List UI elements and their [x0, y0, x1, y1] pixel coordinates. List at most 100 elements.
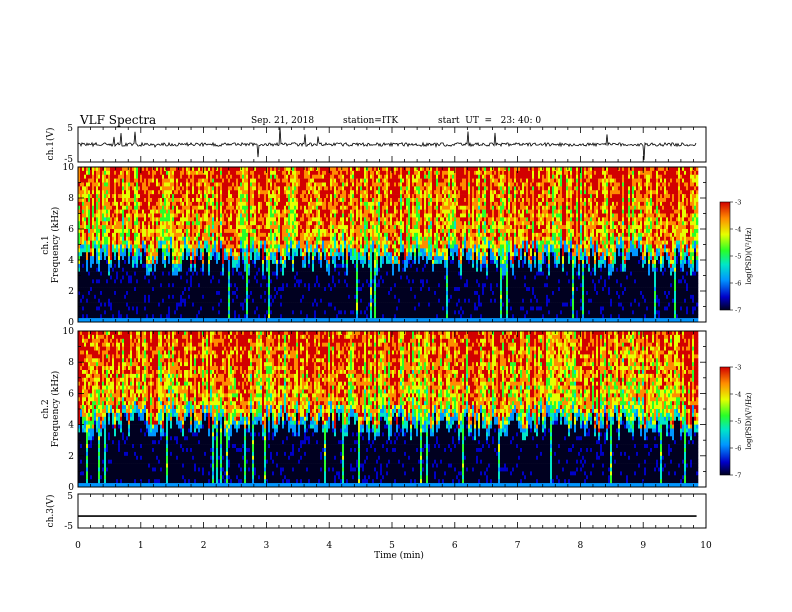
spectrogram-cell	[186, 182, 189, 187]
spectrogram-cell	[198, 174, 201, 179]
spectrogram-cell	[118, 182, 121, 187]
spectrogram-cell	[108, 291, 111, 296]
spectrogram-cell	[316, 232, 319, 238]
spectrogram-cell	[190, 217, 193, 222]
spectrogram-cell	[116, 178, 119, 183]
spectrogram-cell	[300, 205, 303, 210]
spectrogram-cell	[150, 236, 153, 241]
spectrogram-cell	[110, 256, 113, 261]
spectrogram-cell	[156, 232, 159, 238]
spectrogram-cell	[102, 186, 105, 191]
spectrogram-cell	[136, 201, 139, 207]
spectrogram-cell	[272, 174, 275, 179]
spectrogram-cell	[216, 283, 219, 288]
spectrogram-cell	[248, 225, 251, 230]
spectrogram-cell	[162, 205, 165, 210]
spectrogram-cell	[162, 256, 165, 261]
spectrogram-cell	[102, 256, 105, 261]
spectrogram-cell	[248, 240, 251, 245]
spectrogram-cell	[248, 209, 251, 214]
spectrogram-cell	[202, 182, 205, 187]
spectrogram-cell	[132, 298, 135, 303]
spectrogram-cell	[142, 260, 145, 265]
spectrogram-cell	[108, 167, 111, 172]
spectrogram-cell	[310, 225, 313, 230]
spectrogram-cell	[126, 205, 129, 210]
spectrogram-cell	[184, 279, 187, 284]
spectrogram-cell	[248, 217, 251, 222]
spectrogram-cell	[180, 213, 183, 218]
spectrogram-cell	[222, 267, 225, 272]
spectrogram-cell	[78, 283, 81, 288]
spectrogram-cell	[174, 318, 177, 323]
spectrogram-cell	[236, 283, 239, 288]
spectrogram-cell	[252, 283, 255, 288]
spectrogram-cell	[94, 190, 97, 195]
spectrogram-cell	[190, 244, 193, 249]
spectrogram-cell	[126, 209, 129, 214]
spectrogram-cell	[90, 279, 93, 284]
spectrogram-cell	[236, 244, 239, 249]
spectrogram-cell	[106, 217, 109, 222]
spectrogram-cell	[104, 302, 107, 307]
spectrogram-cell	[268, 256, 271, 261]
spectrogram-cell	[288, 314, 291, 319]
spectrogram-cell	[264, 263, 267, 269]
spectrogram-cell	[318, 256, 321, 261]
spectrogram-cell	[308, 213, 311, 218]
spectrogram-cell	[212, 225, 215, 230]
spectrogram-cell	[94, 167, 97, 172]
spectrogram-cell	[290, 198, 293, 203]
spectrogram-cell	[176, 170, 179, 176]
spectrogram-cell	[236, 314, 239, 319]
spectrogram-cell	[184, 221, 187, 226]
spectrogram-cell	[112, 271, 115, 276]
spectrogram-cell	[312, 198, 315, 203]
spectrogram-cell	[300, 240, 303, 245]
spectrogram-cell	[92, 217, 95, 222]
spectrogram-cell	[120, 256, 123, 261]
spectrogram-cell	[202, 232, 205, 238]
spectrogram-cell	[172, 213, 175, 218]
spectrogram-cell	[238, 271, 241, 276]
spectrogram-cell	[214, 178, 217, 183]
spectrogram-cell	[86, 236, 89, 241]
spectrogram-cell	[270, 194, 273, 199]
spectrogram-cell	[122, 194, 125, 199]
spectrogram-cell	[124, 213, 127, 218]
spectrogram-cell	[232, 178, 235, 183]
spectrogram-cell	[270, 190, 273, 195]
spectrogram-cell	[156, 198, 159, 203]
spectrogram-cell	[216, 167, 219, 172]
spectrogram-cell	[90, 298, 93, 303]
spectrogram-cell	[174, 209, 177, 214]
spectrogram-cell	[244, 182, 247, 187]
spectrogram-cell	[152, 314, 155, 319]
spectrogram-cell	[130, 256, 133, 261]
spectrogram-cell	[106, 306, 109, 311]
spectrogram-cell	[126, 256, 129, 261]
spectrogram-cell	[262, 267, 265, 272]
spectrogram-cell	[132, 194, 135, 199]
spectrogram-cell	[100, 271, 103, 276]
spectrogram-cell	[312, 182, 315, 187]
spectrogram-cell	[238, 302, 241, 307]
spectrogram-cell	[158, 209, 161, 214]
spectrogram-cell	[124, 279, 127, 284]
spectrogram-cell	[138, 240, 141, 245]
spectrogram-cell	[166, 260, 169, 265]
spectrogram-cell	[306, 178, 309, 183]
spectrogram-cell	[226, 236, 229, 241]
spectrogram-cell	[210, 275, 213, 280]
spectrogram-cell	[118, 310, 121, 315]
spectrogram-cell	[308, 236, 311, 241]
spectrogram-cell	[230, 229, 233, 234]
spectrogram-cell	[162, 174, 165, 179]
spectrogram-cell	[78, 314, 81, 319]
spectrogram-cell	[138, 302, 141, 307]
spectrogram-cell	[188, 213, 191, 218]
spectrogram-cell	[288, 263, 291, 269]
spectrogram-cell	[182, 221, 185, 226]
spectrogram-cell	[262, 221, 265, 226]
spectrogram-cell	[238, 294, 241, 300]
